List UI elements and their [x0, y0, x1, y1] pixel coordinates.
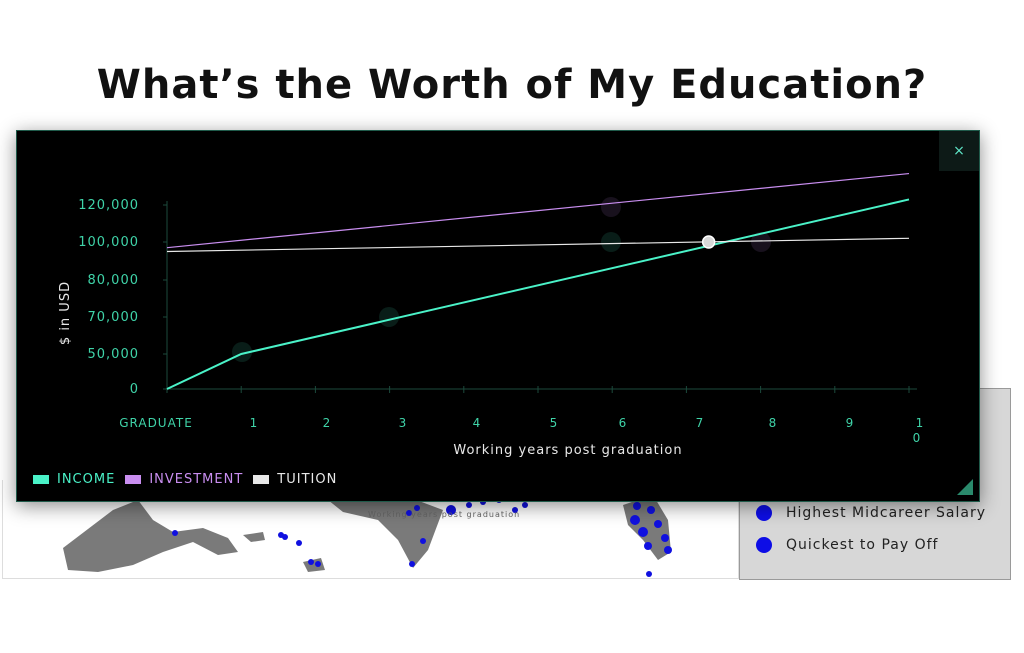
legend-income-label: INCOME — [57, 472, 116, 487]
y-tick-label: 50,000 — [88, 347, 140, 362]
y-tick-label: 100,000 — [78, 235, 139, 250]
resize-handle[interactable] — [957, 479, 973, 495]
x-tick-label: 3 — [399, 416, 408, 430]
tuition-swatch — [253, 475, 270, 484]
page-title: What’s the Worth of My Education? — [96, 62, 928, 108]
y-axis-label: $ in USD — [58, 281, 73, 345]
investment-swatch — [125, 475, 142, 484]
line-chart: 0 50,000 70,000 80,000 100,000 120,000 GRADUA… — [58, 172, 925, 458]
y-tick-label: 0 — [130, 382, 139, 397]
legend-investment-label: INVESTMENT — [149, 472, 244, 487]
map-graphic — [63, 495, 672, 577]
y-tick-label: 120,000 — [78, 198, 139, 213]
legend-tuition-label: TUITION — [277, 472, 338, 487]
income-swatch — [33, 475, 49, 484]
intersection-marker — [701, 235, 716, 249]
x-tick-label: 1 — [250, 416, 259, 430]
legend-investment[interactable]: INVESTMENT — [125, 472, 243, 487]
x-tick-label: 6 — [619, 416, 628, 430]
legend-item-label: Highest Midcareer Salary — [786, 505, 987, 521]
blue-dot-icon — [756, 537, 772, 553]
legend-item-quickest-to-pay-off[interactable]: Quickest to Pay Off — [756, 537, 938, 553]
series-line-income — [166, 198, 910, 390]
data-point-glow — [601, 232, 621, 252]
x-tick-label: GRADUATE — [119, 416, 193, 430]
x-tick-label: 4 — [473, 416, 482, 430]
y-tick-label: 80,000 — [88, 273, 140, 288]
series-line-investment — [166, 172, 910, 249]
legend-item-label: Quickest to Pay Off — [786, 537, 939, 553]
map-axis-caption: Working years post graduation — [368, 510, 521, 519]
data-point-glow — [751, 232, 771, 252]
x-tick-label: 2 — [323, 416, 332, 430]
chart-modal: × 0 50,000 70,000 80,000 100,000 120,000 GRAD… — [16, 130, 980, 502]
data-point-glow — [379, 307, 399, 327]
chart-legend: INCOME INVESTMENT TUITION — [33, 472, 347, 487]
series-line-tuition — [166, 237, 910, 253]
legend-item-highest-midcareer-salary[interactable]: Highest Midcareer Salary — [756, 505, 986, 521]
x-axis-label: Working years post graduation — [453, 443, 682, 458]
close-button[interactable]: × — [939, 131, 979, 171]
x-tick-label: 9 — [846, 416, 855, 430]
blue-dot-icon — [756, 505, 772, 521]
legend-income[interactable]: INCOME — [33, 472, 115, 487]
data-point-glow — [601, 197, 621, 217]
y-tick-label: 70,000 — [88, 310, 140, 325]
x-tick-label: 8 — [769, 416, 778, 430]
legend-tuition[interactable]: TUITION — [253, 472, 337, 487]
x-tick-label: 7 — [696, 416, 705, 430]
x-tick-label: 5 — [550, 416, 559, 430]
